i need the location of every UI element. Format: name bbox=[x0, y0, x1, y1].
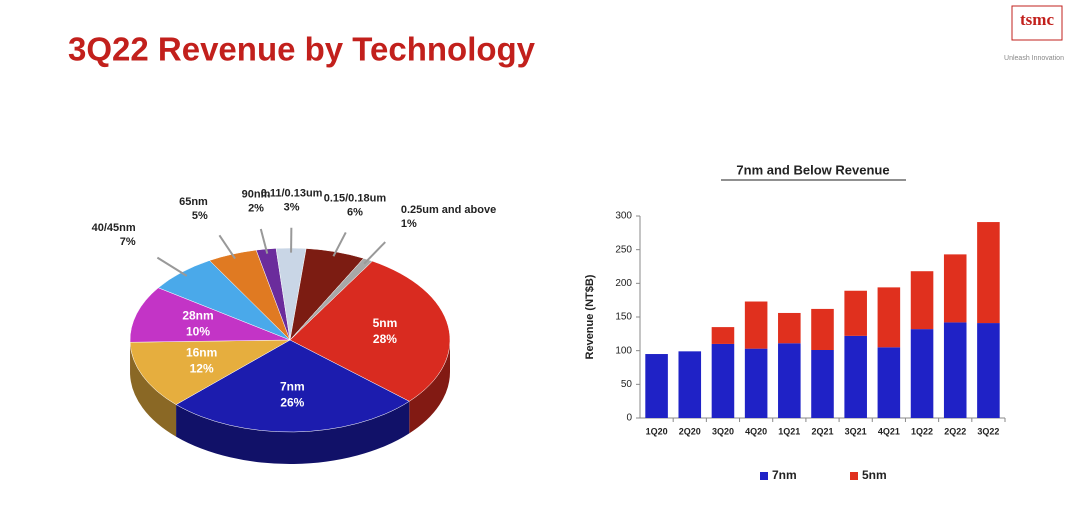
slice-label: 5nm bbox=[373, 316, 398, 330]
chart-title: 7nm and Below Revenue bbox=[736, 162, 889, 177]
bar-segment bbox=[910, 271, 934, 330]
slice-label: 90nm bbox=[242, 189, 271, 201]
legend-label: 5nm bbox=[862, 468, 887, 482]
legend-swatch bbox=[850, 472, 858, 480]
bar-segment bbox=[744, 301, 768, 349]
pie-side bbox=[130, 342, 177, 437]
bar-segment bbox=[811, 349, 834, 418]
slice-label: 40/45nm bbox=[92, 222, 136, 234]
bar-segment bbox=[778, 312, 801, 344]
y-tick-label: 200 bbox=[615, 278, 632, 289]
y-tick-label: 250 bbox=[615, 244, 632, 255]
leader-line bbox=[218, 234, 236, 260]
pie-side bbox=[409, 340, 450, 434]
slice-value: 2% bbox=[248, 203, 264, 215]
slice-label: 16nm bbox=[186, 346, 217, 360]
x-tick-label: 1Q21 bbox=[778, 426, 800, 436]
leader-line bbox=[332, 231, 347, 257]
pie-slice bbox=[175, 339, 410, 433]
y-tick-label: 0 bbox=[626, 413, 632, 424]
slide-title: 3Q22 Revenue by Technology bbox=[68, 31, 536, 68]
x-tick-label: 1Q20 bbox=[646, 426, 668, 436]
bar-segment bbox=[678, 351, 702, 418]
pie-slice bbox=[129, 339, 291, 405]
tagline: Unleash Innovation bbox=[1004, 55, 1064, 62]
slice-value: 10% bbox=[186, 324, 210, 338]
slice-value: 26% bbox=[280, 395, 304, 409]
y-tick-label: 150 bbox=[615, 312, 632, 323]
slice-label: 7nm bbox=[280, 379, 305, 393]
logo-box bbox=[1011, 5, 1063, 41]
bar-segment bbox=[844, 335, 867, 418]
bar-segment bbox=[844, 290, 867, 336]
slice-value: 28% bbox=[373, 332, 397, 346]
pie-slice bbox=[289, 260, 451, 402]
bar-segment bbox=[711, 327, 735, 344]
legend-swatch bbox=[760, 472, 768, 480]
leader-line bbox=[363, 241, 386, 265]
x-tick-label: 4Q20 bbox=[745, 426, 767, 436]
x-tick-label: 1Q22 bbox=[911, 426, 933, 436]
y-tick-label: 100 bbox=[615, 345, 632, 356]
bar-segment bbox=[943, 322, 967, 418]
x-tick-label: 2Q20 bbox=[679, 426, 701, 436]
legend-label: 7nm bbox=[772, 468, 797, 482]
bar-segment bbox=[943, 254, 967, 323]
leader-line bbox=[156, 256, 188, 277]
y-tick-label: 300 bbox=[615, 211, 632, 222]
slice-label: 0.11/0.13um bbox=[261, 187, 323, 199]
slice-value: 1% bbox=[401, 218, 417, 230]
bar-segment bbox=[910, 329, 934, 418]
slice-label: 0.25um and above bbox=[401, 204, 496, 216]
slice-value: 12% bbox=[190, 362, 214, 376]
slice-label: 65nm bbox=[179, 196, 208, 208]
bar-segment bbox=[977, 323, 1000, 418]
slice-value: 7% bbox=[120, 236, 136, 248]
x-tick-label: 4Q21 bbox=[878, 426, 900, 436]
logo: tsmc bbox=[1020, 10, 1054, 29]
slice-value: 5% bbox=[192, 210, 208, 222]
pie-side bbox=[176, 401, 410, 464]
y-axis-label: Revenue (NT$B) bbox=[584, 274, 596, 359]
bar-segment bbox=[744, 348, 768, 418]
y-tick-label: 50 bbox=[621, 379, 633, 390]
bar-segment bbox=[877, 287, 901, 348]
bar-segment bbox=[877, 347, 901, 418]
x-tick-label: 3Q20 bbox=[712, 426, 734, 436]
pie-slice bbox=[129, 287, 291, 343]
bar-segment bbox=[977, 222, 1000, 324]
x-tick-label: 3Q21 bbox=[845, 426, 867, 436]
bar-segment bbox=[711, 343, 735, 418]
slice-label: 0.15/0.18um bbox=[324, 193, 387, 205]
slice-value: 3% bbox=[284, 201, 300, 213]
slice-label: 28nm bbox=[182, 308, 213, 322]
bar-segment bbox=[645, 354, 668, 418]
bar-segment bbox=[778, 343, 801, 418]
leader-line bbox=[259, 228, 269, 254]
x-tick-label: 3Q22 bbox=[977, 426, 999, 436]
slice-value: 6% bbox=[347, 207, 363, 219]
bar-segment bbox=[811, 308, 834, 350]
x-tick-label: 2Q22 bbox=[944, 426, 966, 436]
x-tick-label: 2Q21 bbox=[811, 426, 833, 436]
